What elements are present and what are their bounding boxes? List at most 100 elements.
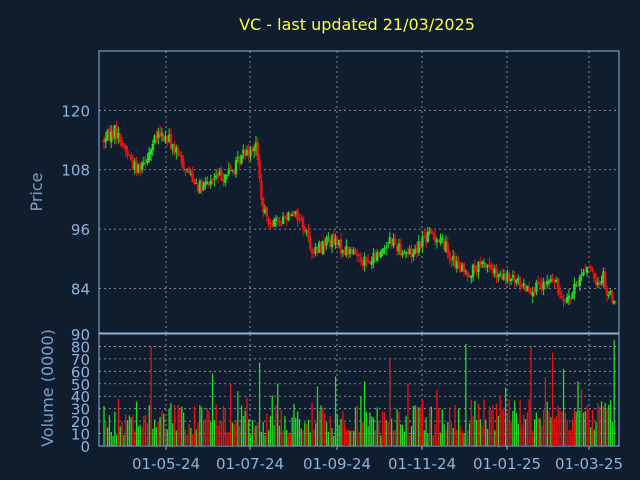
candle-body bbox=[437, 240, 440, 242]
candle-body bbox=[131, 159, 135, 169]
candle-body bbox=[251, 147, 254, 152]
candle-body bbox=[509, 278, 513, 282]
candle-body bbox=[231, 170, 234, 172]
candle-body bbox=[417, 241, 420, 253]
candle-body bbox=[459, 262, 462, 272]
candle-body bbox=[184, 170, 187, 172]
candle-body bbox=[515, 280, 518, 284]
candle-body bbox=[564, 301, 567, 303]
candle-body bbox=[236, 157, 240, 159]
candle-body bbox=[433, 235, 437, 241]
candle-body bbox=[493, 268, 496, 275]
candle-body bbox=[526, 285, 529, 292]
candle-body bbox=[375, 252, 379, 261]
candle-body bbox=[419, 241, 422, 248]
candle-body bbox=[113, 125, 117, 139]
candle-body bbox=[354, 250, 357, 254]
candle-body bbox=[314, 247, 317, 254]
candle-body bbox=[245, 149, 249, 156]
candle-body bbox=[229, 167, 232, 171]
volume-plot-frame bbox=[98, 333, 620, 447]
candle-body bbox=[366, 260, 370, 262]
candle-body bbox=[461, 264, 464, 272]
candle-body bbox=[453, 257, 457, 267]
candle-body bbox=[464, 271, 468, 273]
candle-body bbox=[395, 245, 399, 252]
candle-body bbox=[477, 261, 480, 273]
candle-body bbox=[412, 253, 415, 257]
candle-body bbox=[594, 279, 598, 285]
candle-body bbox=[345, 245, 348, 256]
candle-body bbox=[312, 252, 316, 254]
candle-body bbox=[300, 218, 303, 220]
candle-body bbox=[110, 131, 113, 143]
candle-body bbox=[435, 239, 439, 243]
candle-body bbox=[200, 181, 203, 192]
candle-body bbox=[603, 271, 607, 288]
candle-body bbox=[352, 249, 355, 255]
candle-body bbox=[423, 235, 426, 237]
candle-body bbox=[537, 281, 540, 284]
candle-body bbox=[332, 234, 335, 245]
volume-tick-label: 0 bbox=[80, 438, 90, 456]
candle-body bbox=[397, 243, 401, 252]
candle-body bbox=[455, 261, 458, 269]
candle-body bbox=[213, 178, 216, 180]
candle-body bbox=[187, 167, 191, 173]
candle-body bbox=[169, 133, 173, 149]
candle-body bbox=[462, 263, 466, 273]
date-tick-label: 01-05-24 bbox=[132, 455, 200, 473]
candle-body bbox=[321, 241, 325, 255]
candle-body bbox=[598, 283, 601, 285]
candle-body bbox=[140, 163, 144, 171]
candle-body bbox=[480, 261, 484, 264]
candle-body bbox=[307, 229, 310, 238]
candle-body bbox=[196, 184, 200, 192]
candle-body bbox=[158, 131, 162, 135]
candle-body bbox=[576, 285, 580, 287]
candle-body bbox=[124, 145, 127, 152]
candle-body bbox=[111, 130, 115, 138]
candle-body bbox=[180, 154, 183, 163]
candle-body bbox=[442, 239, 446, 250]
price-tick-label: 108 bbox=[61, 162, 90, 180]
candle-body bbox=[115, 126, 118, 140]
candle-body bbox=[186, 168, 189, 170]
candle-body bbox=[310, 249, 314, 254]
candle-body bbox=[451, 255, 455, 260]
candle-body bbox=[272, 219, 276, 227]
candle-body bbox=[589, 266, 592, 269]
candle-body bbox=[309, 237, 312, 249]
candle-body bbox=[582, 272, 585, 276]
candle-body bbox=[390, 238, 393, 247]
candle-body bbox=[218, 171, 221, 176]
candle-body bbox=[482, 262, 486, 264]
candle-body bbox=[149, 149, 153, 155]
candle-body bbox=[175, 147, 178, 153]
candle-body bbox=[558, 291, 562, 295]
candle-body bbox=[591, 269, 594, 272]
candle-body bbox=[388, 237, 392, 244]
candle-body bbox=[176, 149, 180, 156]
candle-body bbox=[153, 135, 156, 144]
candle-body bbox=[119, 134, 122, 143]
volume-tick-label: 70 bbox=[71, 351, 90, 369]
candle-body bbox=[549, 279, 553, 282]
candle-body bbox=[120, 142, 124, 146]
candle-body bbox=[374, 254, 377, 259]
candle-body bbox=[522, 283, 525, 287]
volume-tick-label: 10 bbox=[71, 426, 90, 444]
candle-body bbox=[256, 142, 259, 160]
candle-body bbox=[602, 271, 605, 283]
volume-tick-label: 60 bbox=[71, 363, 90, 381]
candle-body bbox=[182, 161, 185, 170]
candle-body bbox=[502, 274, 506, 280]
candle-body bbox=[278, 219, 281, 223]
candle-body bbox=[167, 134, 171, 142]
candle-body bbox=[341, 250, 345, 253]
candle-body bbox=[327, 236, 330, 238]
candle-body bbox=[285, 216, 288, 221]
candle-body bbox=[392, 238, 395, 246]
candle-body bbox=[323, 241, 326, 248]
